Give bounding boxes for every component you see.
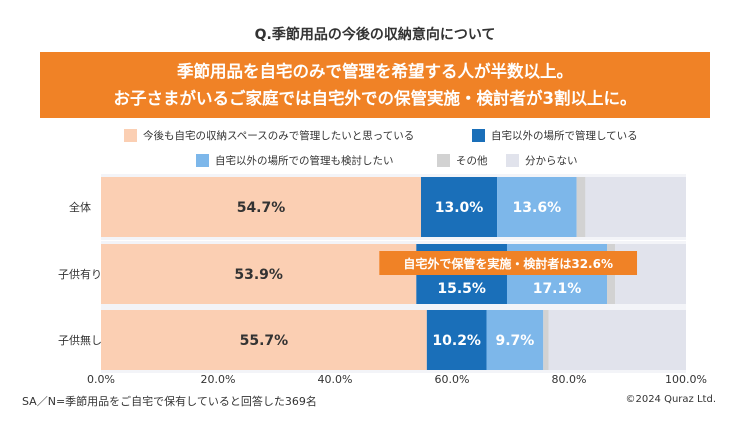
category-label: 全体: [69, 200, 91, 214]
category-label: 子供無し: [58, 333, 102, 347]
banner-line-2: お子さまがいるご家庭では自宅外での保管実施・検討者が3割以上に。: [113, 89, 637, 108]
x-tick-label: 100.0%: [665, 373, 707, 386]
legend-swatch-unknown: [506, 154, 519, 167]
legend-label-outside: 自宅以外の場所で管理している: [491, 130, 638, 142]
legend-label-consider: 自宅以外の場所での管理も検討したい: [215, 155, 394, 167]
legend-swatch-consider: [196, 154, 209, 167]
legend-label-other: その他: [456, 155, 488, 167]
data-label: 15.5%: [437, 281, 486, 297]
x-tick-label: 80.0%: [552, 373, 587, 386]
bar-segment-home-only: [101, 177, 421, 237]
footnote: SA／N=季節用品をご自宅で保有していると回答した369名: [22, 395, 317, 408]
bar-segment-other: [543, 310, 549, 370]
data-label: 54.7%: [237, 200, 286, 216]
legend-swatch-outside: [472, 129, 485, 142]
x-tick-label: 0.0%: [87, 373, 115, 386]
bar-segment-outside: [426, 310, 487, 370]
data-label: 17.1%: [533, 281, 582, 297]
data-label: 13.6%: [513, 200, 562, 216]
data-label: 55.7%: [240, 333, 289, 349]
copyright: ©2024 Quraz Ltd.: [625, 394, 716, 405]
x-tick-label: 20.0%: [201, 373, 236, 386]
x-tick-label: 40.0%: [318, 373, 353, 386]
annotation-callout: [379, 251, 638, 275]
bar-segment-home-only: [101, 310, 427, 370]
bar-segment-consider: [486, 310, 544, 370]
legend-item-other: その他: [437, 153, 488, 168]
annotation-text: 自宅外で保管を実施・検討者は32.6%: [403, 256, 613, 271]
data-label: 9.7%: [495, 333, 534, 349]
bar-segment-outside: [420, 177, 498, 237]
bar-segment-other: [576, 177, 586, 237]
legend-swatch-home-only: [124, 129, 137, 142]
category-label: 子供有り: [58, 267, 102, 281]
bar-segment-consider: [497, 177, 577, 237]
legend-label-unknown: 分からない: [525, 155, 578, 167]
data-label: 13.0%: [435, 200, 484, 216]
bar-segment-unknown: [585, 177, 686, 237]
legend-swatch-other: [437, 154, 450, 167]
headline-banner: 季節用品を自宅のみで管理を希望する人が半数以上。 お子さまがいるご家庭では自宅外…: [40, 52, 710, 118]
legend-item-unknown: 分からない: [506, 153, 578, 168]
legend-label-home-only: 今後も自宅の収納スペースのみで管理したいと思っている: [143, 130, 415, 142]
data-label: 10.2%: [432, 333, 481, 349]
bar-segment-unknown: [548, 310, 686, 370]
bar-segment-home-only: [101, 244, 417, 304]
chart-title: Q.季節用品の今後の収納意向について: [254, 27, 496, 43]
data-label: 53.9%: [234, 267, 283, 283]
x-tick-label: 60.0%: [435, 373, 470, 386]
legend-item-consider: 自宅以外の場所での管理も検討したい: [196, 153, 394, 168]
banner-line-1: 季節用品を自宅のみで管理を希望する人が半数以上。: [177, 62, 573, 81]
legend-item-home-only: 今後も自宅の収納スペースのみで管理したいと思っている: [124, 128, 414, 143]
legend-item-outside: 自宅以外の場所で管理している: [472, 128, 638, 143]
